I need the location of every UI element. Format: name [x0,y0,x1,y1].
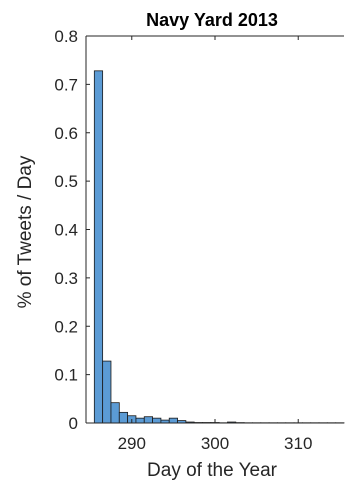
y-tick-label: 0 [69,414,78,433]
y-tick-label: 0.7 [54,75,78,94]
histogram-bar [118,411,129,424]
y-tick-label: 0.5 [54,172,78,191]
histogram-bar [135,417,145,424]
y-tick-label: 0.4 [54,221,78,240]
y-tick-label: 0.8 [54,27,78,46]
y-axis-label: % of Tweets / Day [15,155,36,308]
chart-title: Navy Yard 2013 [146,10,278,30]
x-axis-label: Day of the Year [147,460,278,481]
bars-group [93,70,345,424]
histogram-bar [110,402,120,424]
histogram-bar [168,417,178,424]
y-tick-label: 0.6 [54,124,78,143]
x-tick-label: 290 [118,434,146,453]
y-tick-label: 0.2 [54,317,78,336]
histogram-bar [143,416,153,424]
x-tick-label: 310 [284,434,312,453]
axes-group: 0 0.1 0.2 0.3 0.4 0.5 0.6 0.7 0.8 290 300 310 [54,27,344,453]
histogram-bar [152,417,162,424]
x-tick-label: 300 [201,434,229,453]
y-tick-label: 0.3 [54,269,78,288]
y-tick-label: 0.1 [54,366,78,385]
histogram-bar [93,70,104,424]
histogram-bar [102,360,112,424]
